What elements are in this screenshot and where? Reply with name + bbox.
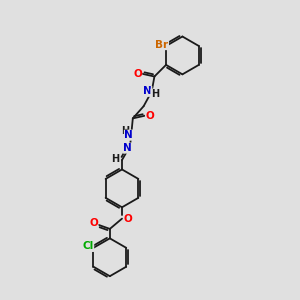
Text: Br: Br [155,40,169,50]
Text: N: N [123,143,132,153]
Text: O: O [89,218,98,229]
Text: H: H [111,154,119,164]
Text: O: O [133,69,142,79]
Text: O: O [146,111,154,121]
Text: H: H [122,126,130,136]
Text: H: H [151,89,159,99]
Text: O: O [124,214,132,224]
Text: N: N [143,86,152,96]
Text: Cl: Cl [82,242,94,251]
Text: N: N [124,130,133,140]
